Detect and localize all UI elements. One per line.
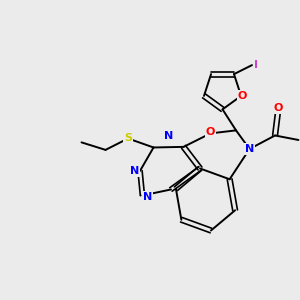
Text: O: O: [206, 127, 215, 137]
Text: I: I: [254, 60, 258, 70]
Text: N: N: [143, 192, 152, 202]
Text: N: N: [245, 144, 254, 154]
Text: O: O: [238, 91, 247, 101]
Text: S: S: [124, 134, 132, 143]
Text: O: O: [273, 103, 283, 113]
Text: N: N: [130, 166, 139, 176]
Text: N: N: [164, 131, 173, 141]
